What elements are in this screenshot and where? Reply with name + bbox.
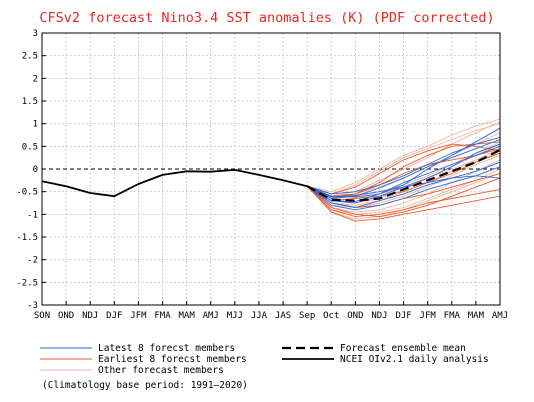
- x-tick-label: SON: [34, 311, 50, 321]
- y-tick-label: 0.5: [22, 142, 38, 152]
- x-tick-label: DJF: [106, 311, 122, 321]
- observed-analysis-line: [41, 168, 308, 198]
- ensemble-mean-line: [306, 149, 501, 202]
- y-tick-label: -2: [27, 256, 38, 266]
- x-tick-label: DJF: [395, 311, 411, 321]
- forecast-member-line: [306, 154, 501, 208]
- legend-label-observed: NCEI OIv2.1 daily analysis: [340, 354, 489, 365]
- y-tick-label: -0.5: [16, 188, 38, 198]
- x-tick-label: OND: [58, 311, 74, 321]
- forecast-member-line: [306, 185, 501, 218]
- x-tick-label: MJJ: [227, 311, 243, 321]
- x-tick-label: FMA: [444, 311, 461, 321]
- x-tick-labels: SON OND NDJ DJF JFM FMA MAM AMJ MJJ JJA JAS Sep Oct O…: [34, 311, 508, 321]
- y-tick-label: 1.5: [22, 97, 38, 107]
- forecast-member-line: [307, 120, 501, 197]
- forecast-member-line: [307, 118, 501, 193]
- y-tick-label: -3: [27, 301, 38, 311]
- legend-label-ensemble-mean: Forecast ensemble mean: [340, 343, 466, 354]
- forecast-member-line: [307, 143, 501, 195]
- forecast-member-line: [306, 166, 501, 211]
- legend-label-latest: Latest 8 forecst members: [98, 343, 235, 354]
- x-tick-label: AMJ: [203, 311, 219, 321]
- x-tick-label: Oct: [323, 311, 339, 321]
- forecast-member-line: [307, 175, 501, 198]
- x-tick-label: Sep: [299, 311, 315, 321]
- x-tick-label: MAM: [178, 311, 195, 321]
- x-tick-label: JFM: [130, 311, 147, 321]
- x-tick-label: JJA: [251, 311, 268, 321]
- y-tick-label: -1.5: [16, 233, 38, 243]
- y-tick-label: 3: [33, 29, 38, 39]
- forecast-member-line: [306, 185, 501, 222]
- forecast-member-line: [306, 161, 501, 208]
- x-tick-label: NDJ: [371, 311, 387, 321]
- y-tick-label: 2: [33, 74, 38, 84]
- y-tick-label: 2.5: [22, 52, 38, 62]
- y-tick-label: 1: [33, 120, 38, 130]
- plot-frame: [41, 32, 501, 306]
- ensemble-mean-layer: [306, 149, 501, 202]
- x-tick-label: AMJ: [492, 311, 508, 321]
- axis-ticks-layer: [41, 32, 501, 306]
- x-tick-label: MAM: [468, 311, 485, 321]
- x-tick-label: JFM: [420, 311, 437, 321]
- x-tick-label: FMA: [154, 311, 171, 321]
- forecast-member-line: [306, 168, 501, 215]
- forecast-member-line: [307, 136, 501, 195]
- chart-title: CFSv2 forecast Nino3.4 SST anomalies (K)…: [39, 10, 494, 26]
- x-tick-label: JAS: [275, 311, 291, 321]
- legend-label-other: Other forecast members: [98, 365, 224, 376]
- legend-label-earliest: Earliest 8 forecst members: [98, 354, 247, 365]
- y-tick-label: -1: [27, 210, 38, 220]
- forecast-member-line: [306, 159, 501, 213]
- forecast-member-line: [306, 139, 501, 199]
- forecast-member-line: [307, 148, 501, 197]
- y-tick-labels: -3 -2.5 -2 -1.5 -1 -0.5 0 0.5 1 1.5 2 2.5 3: [16, 29, 38, 311]
- forecast-member-line: [307, 123, 501, 195]
- grid-layer: [42, 33, 500, 305]
- forecast-member-line: [306, 177, 501, 218]
- y-tick-label: 0: [33, 165, 38, 175]
- x-tick-label: OND: [347, 311, 363, 321]
- observed-analysis-layer: [41, 168, 308, 198]
- forecast-member-line: [306, 141, 501, 199]
- legend: Latest 8 forecst members Earliest 8 fore…: [40, 343, 489, 391]
- climatology-footnote: (Climatology base period: 1991—2020): [42, 380, 248, 391]
- x-tick-label: NDJ: [82, 311, 98, 321]
- y-tick-label: -2.5: [16, 278, 38, 288]
